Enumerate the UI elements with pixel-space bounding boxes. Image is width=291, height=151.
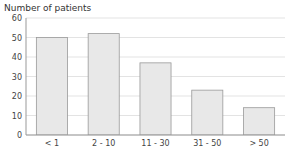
- grid-line: [26, 18, 285, 19]
- bar: [88, 34, 119, 135]
- y-tick-label: 10: [12, 112, 22, 121]
- chart: 0 10 20 30 40 50 60 < 1 2 - 10 11 - 30 31 - 50 > 50…: [0, 0, 291, 151]
- bar: [36, 38, 67, 136]
- bar: [140, 63, 171, 135]
- x-tick-label: 31 - 50: [193, 139, 221, 148]
- y-tick-label: 30: [12, 73, 22, 82]
- y-tick-label: 0: [17, 131, 22, 140]
- chart-container: 0 10 20 30 40 50 60 < 1 2 - 10 11 - 30 31 - 50 > 50…: [0, 0, 291, 151]
- bar: [192, 90, 223, 135]
- y-axis: [26, 18, 27, 135]
- x-tick-label: 11 - 30: [141, 139, 169, 148]
- x-axis: [26, 135, 285, 136]
- bar: [244, 108, 275, 135]
- x-tick-label: 2 - 10: [92, 139, 115, 148]
- y-axis-label: Number of patients: [4, 3, 92, 13]
- bars: [36, 34, 274, 135]
- y-tick-label: 50: [12, 34, 22, 43]
- y-tick-label: 40: [12, 53, 22, 62]
- x-tick-label: > 50: [249, 139, 268, 148]
- y-tick-label: 20: [12, 92, 22, 101]
- y-tick-label: 60: [12, 14, 22, 23]
- x-tick-label: < 1: [45, 139, 59, 148]
- grid-line: [26, 135, 285, 136]
